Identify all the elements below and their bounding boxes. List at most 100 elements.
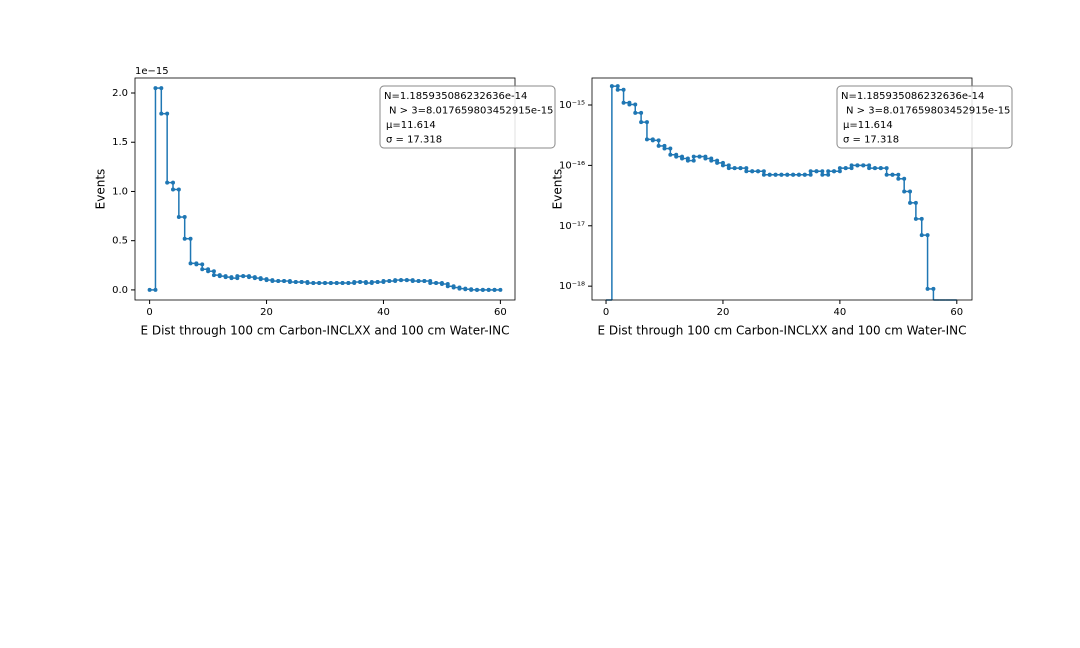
marker — [767, 172, 772, 177]
marker — [715, 160, 720, 165]
marker — [287, 280, 292, 285]
marker — [270, 279, 275, 284]
marker — [896, 172, 901, 177]
x-axis-label: E Dist through 100 cm Carbon-INCLXX and … — [597, 324, 966, 338]
marker — [340, 281, 345, 286]
marker — [328, 281, 333, 286]
marker — [311, 281, 316, 286]
marker — [791, 172, 796, 177]
marker — [615, 84, 620, 89]
marker — [153, 86, 158, 91]
marker — [457, 286, 462, 291]
marker — [381, 279, 386, 284]
marker — [925, 286, 930, 291]
marker — [703, 156, 708, 161]
marker — [188, 236, 193, 241]
marker — [633, 110, 638, 115]
marker — [305, 281, 310, 286]
marker — [334, 281, 339, 286]
marker — [498, 287, 503, 292]
annotation-line: N=1.185935086232636e-14 — [841, 91, 984, 102]
marker — [680, 156, 685, 161]
marker — [644, 120, 649, 125]
marker — [346, 281, 351, 286]
marker — [750, 169, 755, 174]
marker — [176, 215, 181, 220]
marker — [814, 169, 819, 174]
marker — [890, 172, 895, 177]
marker — [200, 262, 205, 267]
marker — [826, 169, 831, 174]
marker — [475, 287, 479, 292]
marker — [720, 163, 725, 168]
annotation-line: N=1.185935086232636e-14 — [384, 91, 527, 102]
annotation-box — [836, 85, 1013, 149]
marker — [808, 172, 813, 177]
marker — [820, 172, 825, 177]
marker — [445, 284, 450, 289]
marker — [627, 102, 632, 107]
marker — [480, 287, 485, 292]
marker — [849, 166, 854, 171]
marker — [387, 279, 392, 284]
marker — [352, 280, 357, 285]
marker — [668, 146, 673, 151]
x-tick-label: 40 — [834, 307, 847, 318]
marker — [241, 274, 246, 279]
y-tick-label: 0.5 — [112, 236, 128, 247]
marker — [217, 274, 222, 279]
marker — [428, 281, 433, 286]
marker — [808, 169, 813, 174]
marker — [194, 262, 199, 267]
marker — [153, 287, 158, 292]
marker — [188, 261, 193, 266]
x-axis-label: E Dist through 100 cm Carbon-INCLXX and … — [140, 324, 509, 338]
marker — [802, 172, 807, 177]
marker — [633, 102, 638, 107]
x-tick-label: 20 — [260, 307, 273, 318]
axes-frame — [134, 77, 516, 301]
marker — [867, 163, 872, 168]
marker — [656, 143, 661, 148]
marker — [422, 279, 427, 284]
marker — [282, 279, 287, 284]
marker — [615, 87, 620, 92]
y-axis-label: Events — [551, 169, 565, 210]
marker — [761, 172, 766, 177]
marker — [434, 281, 439, 286]
y-tick-label: 1.5 — [112, 137, 128, 148]
marker — [931, 286, 936, 291]
marker — [662, 146, 667, 151]
y-tick-label: 1.0 — [112, 186, 128, 197]
x-tick-label: 60 — [494, 307, 507, 318]
marker — [744, 166, 749, 171]
marker — [639, 120, 644, 125]
marker — [247, 275, 251, 280]
annotation-line: μ=11.614 — [843, 120, 893, 131]
marker — [913, 216, 918, 221]
y-axis-label: Events — [94, 169, 108, 210]
x-tick-label: 60 — [950, 307, 963, 318]
marker — [469, 287, 474, 292]
marker — [258, 277, 263, 282]
y-tick-label: 2.0 — [112, 88, 128, 99]
marker — [393, 278, 398, 283]
marker — [656, 138, 661, 143]
marker — [621, 100, 626, 105]
marker — [849, 163, 854, 168]
marker — [785, 172, 790, 177]
marker — [159, 111, 164, 116]
annotation-line: σ = 17.318 — [843, 135, 899, 146]
marker — [229, 276, 234, 281]
annotation-box — [379, 85, 556, 149]
marker — [264, 278, 269, 283]
marker — [855, 163, 860, 168]
marker — [691, 158, 696, 163]
marker — [639, 110, 644, 115]
marker — [756, 169, 761, 174]
marker — [293, 280, 298, 285]
marker — [779, 172, 784, 177]
marker — [861, 163, 866, 168]
y-tick-label: 10⁻¹⁵ — [559, 100, 585, 111]
marker — [404, 278, 409, 283]
